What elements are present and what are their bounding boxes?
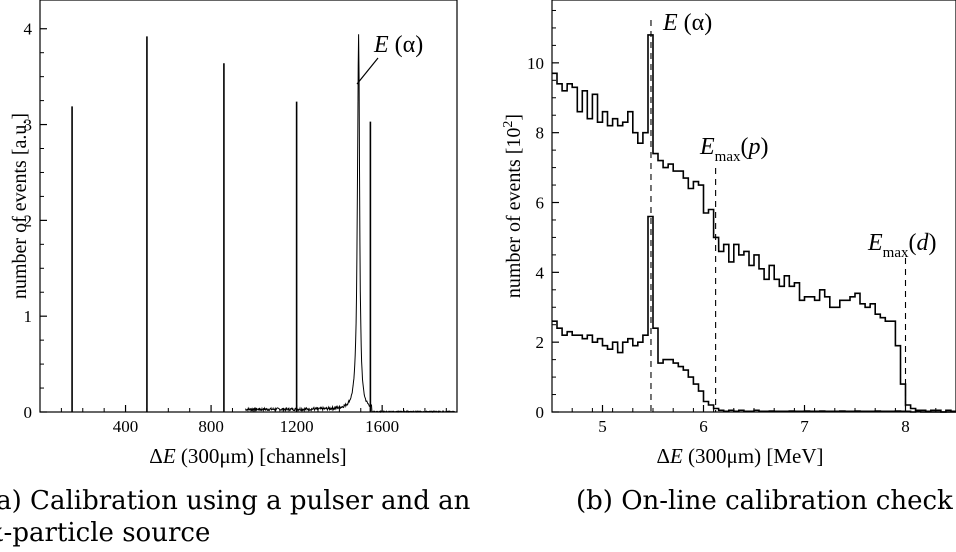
panel-a-y-tick-label: 3 <box>24 116 33 135</box>
panel-b-x-tick-label: 8 <box>901 417 910 436</box>
panel-b-xlabel-delta: Δ <box>656 444 670 468</box>
panel-b-ylabel-end: ] <box>503 114 525 121</box>
panel-b-caption: (b) On-line calibration check <box>576 486 953 516</box>
panel-a-xlabel-rest: (300μm) [channels] <box>176 444 347 468</box>
panel-a-x-tick-label: 800 <box>198 417 224 436</box>
panel-a-xlabel-delta: Δ <box>149 444 163 468</box>
panel-a-annotation-pointer <box>356 57 379 85</box>
panel-a-peaks <box>71 34 456 414</box>
panel-b-plot-frame <box>551 0 956 413</box>
panel-a-plot-frame <box>39 0 458 413</box>
panel-a-caption-line2: α-particle source <box>0 518 211 548</box>
panel-b-alpha-text: (α) <box>678 10 713 36</box>
panel-b-emax-d-inner: d <box>917 230 930 256</box>
panel-b-emax-d-sub: max <box>883 245 909 261</box>
panel-b-xlabel-rest: (300μm) [MeV] <box>683 444 824 468</box>
panel-a-y-tick-label: 0 <box>24 403 33 422</box>
panel-a-chart: 0 1 2 3 4 400 800 1200 1600 number of events [a.… <box>9 0 458 468</box>
panel-b-x-axis-label: ΔE (300μm) [MeV] <box>656 444 823 468</box>
panel-a-y-axis-label: number of events [a.u.] <box>9 113 31 299</box>
panel-a-x-tick-label: 1200 <box>280 417 314 436</box>
panel-b-emax-p-sub: max <box>715 149 741 165</box>
panel-a-y-tick-label: 1 <box>24 307 33 326</box>
panel-b-alpha-var: E <box>662 10 678 36</box>
panel-b-xlabel-var: E <box>669 444 683 468</box>
panel-b-emax-p-inner: p <box>747 134 761 160</box>
panel-b-emax-p-var: E <box>699 134 715 160</box>
panel-a-annotation-text: (α) <box>389 32 424 58</box>
panel-a-x-tick-label: 400 <box>113 417 139 436</box>
panel-b-y-tick-label: 0 <box>536 403 545 422</box>
panel-a-xlabel-var: E <box>162 444 176 468</box>
panel-a-x-tick-label: 1600 <box>365 417 399 436</box>
panel-b-ticks: 0 2 4 6 8 10 5 6 7 8 <box>527 9 956 436</box>
panel-b-y-tick-label: 2 <box>536 333 545 352</box>
panel-b-y-axis-label: number of events [102] <box>501 114 525 298</box>
panel-b-x-tick-label: 6 <box>699 417 708 436</box>
panel-b-alpha-label: E (α) <box>662 10 712 36</box>
panel-b-x-tick-label: 7 <box>800 417 809 436</box>
panel-b-x-tick-label: 5 <box>598 417 607 436</box>
panel-a-alpha-spectrum <box>245 34 456 414</box>
panel-b-ylabel-main: number of events [10 <box>503 128 525 299</box>
panel-b-y-tick-label: 6 <box>536 194 545 213</box>
panel-b-series <box>552 20 956 413</box>
panel-a-y-tick-label: 2 <box>24 211 33 230</box>
panel-b-lower-histogram <box>552 215 956 413</box>
panel-a-alpha-annotation: E (α) <box>373 32 423 58</box>
panel-b-ylabel-sup: 2 <box>501 121 516 128</box>
panel-a-annotation-var: E <box>373 32 389 58</box>
panel-b-upper-histogram <box>552 34 956 413</box>
panel-a-x-axis-label: ΔE (300μm) [channels] <box>149 444 346 468</box>
panel-b-emax-p-label: Emax(p) <box>699 134 769 165</box>
panel-b-y-tick-label: 4 <box>536 263 545 282</box>
panel-b-y-tick-label: 10 <box>527 54 544 73</box>
panel-a-ticks: 0 1 2 3 4 400 800 1200 1600 <box>24 20 447 436</box>
panel-a-y-tick-label: 4 <box>24 20 33 39</box>
panel-b-emax-d-var: E <box>867 230 883 256</box>
panel-b-emax-d-label: Emax(d) <box>867 230 937 261</box>
panel-b-y-tick-label: 8 <box>536 124 545 143</box>
panel-a-caption-line1: (a) Calibration using a pulser and an <box>0 486 471 516</box>
